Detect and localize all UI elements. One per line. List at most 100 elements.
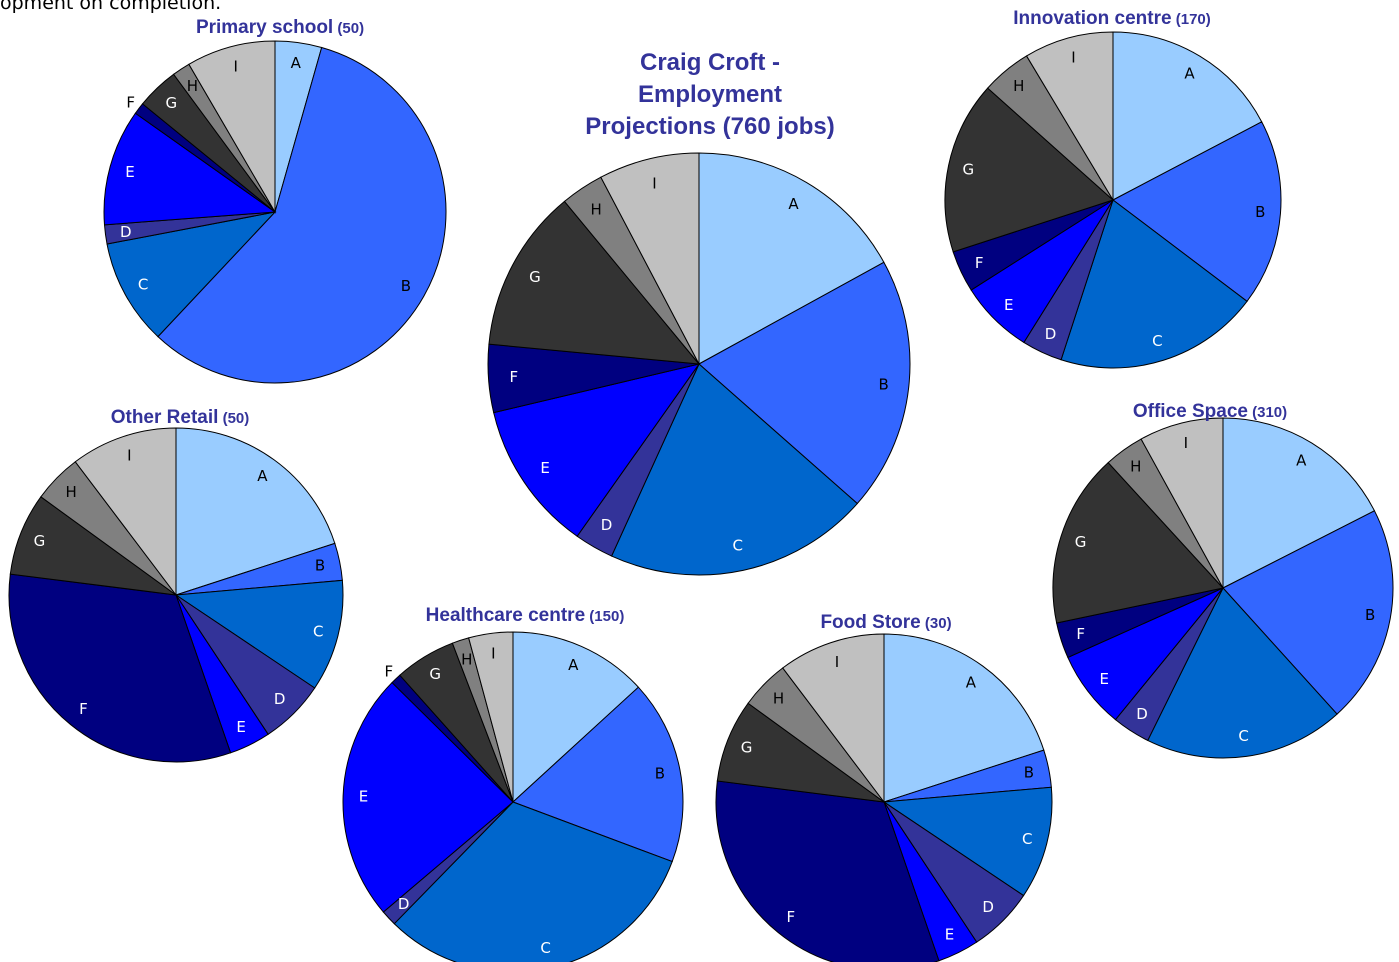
slice-label-d: D: [1136, 705, 1148, 723]
pie-slice-i: [1025, 31, 1114, 202]
slice-label-g: G: [1075, 533, 1087, 551]
slice-label-h: H: [461, 651, 472, 669]
pie-slice-c: [106, 211, 277, 338]
slice-label-e: E: [236, 718, 245, 736]
slice-label-c: C: [1238, 727, 1248, 745]
pie-slice-e: [493, 363, 701, 537]
slice-label-d: D: [601, 516, 613, 534]
pie-slice-e: [342, 681, 514, 913]
chart-title-line: Office Space (310): [1133, 401, 1287, 422]
pie-slice-c: [393, 801, 673, 962]
slice-label-a: A: [1296, 451, 1307, 469]
pie-chart-office-space: A B C D E F G H I Office Space (310): [1052, 401, 1394, 759]
pie-slice-a: [1222, 417, 1376, 589]
slice-label-c: C: [138, 276, 148, 294]
slice-label-g: G: [429, 665, 441, 683]
chart-title-count: (150): [585, 608, 624, 625]
pie-slice-c: [882, 786, 1053, 897]
pie-slice-c: [174, 579, 344, 689]
slice-label-e: E: [945, 926, 954, 944]
slice-label-c: C: [1022, 830, 1032, 848]
pie-slice-f: [8, 573, 232, 763]
slice-label-i: I: [233, 58, 237, 76]
slice-label-h: H: [590, 201, 601, 219]
slice-label-g: G: [165, 94, 177, 112]
slice-label-g: G: [962, 161, 974, 179]
slice-label-e: E: [125, 163, 134, 181]
chart-title-line: Healthcare centre (150): [426, 605, 625, 626]
pie-chart-employment-total: A B C D E F G H I Craig Croft - Employment Projecti…: [487, 49, 911, 576]
slice-label-d: D: [1045, 325, 1057, 343]
slice-label-b: B: [878, 375, 888, 393]
slice-label-d: D: [982, 898, 994, 916]
pie-slice-i: [188, 40, 276, 214]
chart-title-count: (50): [333, 20, 364, 37]
pie-slice-a: [698, 152, 885, 365]
slice-label-f: F: [786, 908, 795, 926]
pie-slice-a: [175, 427, 336, 596]
pie-slice-i: [600, 152, 700, 365]
pie-chart-primary-school: A B C D E F GH I Primary school (50): [103, 17, 447, 384]
slice-label-a: A: [257, 467, 268, 485]
pie-slice-a: [1112, 31, 1263, 201]
chart-title-count: (170): [1172, 11, 1211, 28]
slice-label-a: A: [966, 673, 977, 691]
pie-slice-g: [944, 87, 1114, 253]
pie-slice-i: [782, 633, 885, 804]
slice-label-b: B: [1255, 203, 1265, 221]
chart-title-line: Food Store (30): [820, 612, 951, 633]
slice-label-i: I: [835, 653, 839, 671]
chart-title-line: Primary school (50): [196, 17, 364, 38]
chart-title: Healthcare centre (150): [426, 605, 625, 626]
chart-title: Other Retail (50): [111, 407, 250, 428]
slice-label-b: B: [315, 557, 325, 575]
slice-label-f: F: [1076, 625, 1085, 643]
slice-label-i: I: [491, 645, 495, 663]
pie-slice-f: [715, 780, 940, 962]
slice-label-i: I: [1184, 434, 1188, 452]
chart-title: Food Store (30): [820, 612, 951, 633]
slice-label-d: D: [398, 895, 410, 913]
chart-title-count: (50): [218, 410, 249, 427]
slice-label-c: C: [1152, 332, 1162, 350]
chart-title: Office Space (310): [1133, 401, 1287, 422]
slice-label-b: B: [655, 765, 665, 783]
pie-chart-innovation-centre: A B C D E F G H I Innovation centre (170): [944, 8, 1282, 369]
slice-label-f: F: [126, 93, 135, 111]
chart-title: Primary school (50): [196, 17, 364, 38]
slice-label-b: B: [1365, 606, 1375, 624]
slice-label-c: C: [733, 537, 743, 555]
chart-title-count: (310): [1248, 404, 1287, 421]
pie-chart-food-store: A B C D E F G H I Food Store (30): [715, 612, 1053, 962]
slice-label-a: A: [568, 656, 579, 674]
pie-slice-c: [1147, 587, 1338, 759]
pie-slice-i: [468, 631, 514, 803]
slice-label-a: A: [291, 54, 302, 72]
pie-slice-c: [610, 363, 858, 576]
slice-label-h: H: [187, 77, 198, 95]
slice-label-c: C: [540, 939, 550, 957]
slice-label-b: B: [401, 277, 411, 295]
pie-chart-other-retail: A B C D E F G H I Other Retail (50): [8, 407, 344, 763]
chart-title-line: Innovation centre (170): [1013, 8, 1211, 29]
pie-slice-b: [1112, 121, 1282, 302]
pie-chart-healthcare-centre: A B C D E F G H I Healthcare centre (150): [342, 605, 684, 962]
chart-title: Innovation centre (170): [1013, 8, 1211, 29]
slice-label-h: H: [65, 483, 76, 501]
slice-label-f: F: [975, 254, 984, 272]
slice-label-c: C: [313, 623, 323, 641]
slice-label-g: G: [741, 739, 753, 757]
slice-label-g: G: [34, 532, 46, 550]
pie-slice-b: [698, 261, 911, 505]
chart-title-line: Employment: [638, 81, 782, 108]
slice-label-h: H: [1013, 77, 1024, 95]
slice-label-g: G: [529, 268, 541, 286]
pie-slice-i: [74, 427, 177, 597]
slice-label-a: A: [788, 195, 799, 213]
slice-label-f: F: [384, 662, 393, 680]
pie-slice-g: [488, 200, 701, 365]
pie-slice-c: [1060, 199, 1248, 369]
slice-label-f: F: [79, 700, 88, 718]
chart-title: Craig Croft - Employment Projections (760 …: [585, 49, 834, 140]
